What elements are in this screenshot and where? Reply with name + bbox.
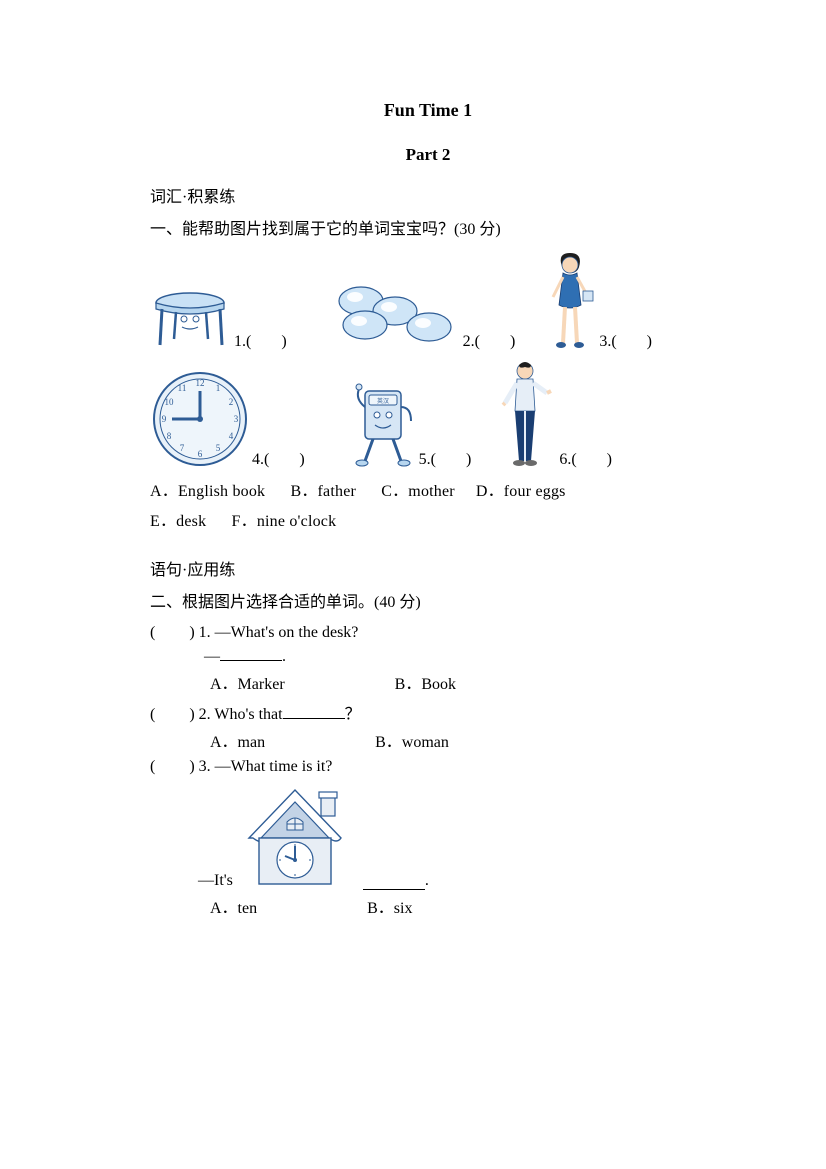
q2-blank[interactable] bbox=[283, 704, 345, 719]
q2-number: 2. bbox=[199, 706, 211, 723]
section1-options: A．English book B．father C．mother D．four … bbox=[150, 477, 706, 538]
q2-paren-open: ( bbox=[150, 706, 155, 723]
cuckoo-clock-house-icon bbox=[237, 780, 355, 890]
q2-stem-before: Who's that bbox=[214, 706, 282, 723]
q1-paren-close: ) bbox=[189, 624, 194, 641]
svg-text:3: 3 bbox=[234, 414, 239, 424]
svg-text:4: 4 bbox=[229, 431, 234, 441]
question-1: ( ) 1. —What's on the desk? —. A．Marker … bbox=[150, 624, 706, 694]
q1-choice-a: A．Marker bbox=[210, 670, 285, 694]
q2-paren-close: ) bbox=[189, 706, 194, 723]
q1-paren-open: ( bbox=[150, 624, 155, 641]
page-title: Fun Time 1 bbox=[150, 100, 706, 121]
q6-close: ) bbox=[607, 451, 612, 469]
q4-num: 4.( bbox=[252, 451, 269, 469]
q2-choice-b: B．woman bbox=[375, 728, 449, 752]
page-subtitle: Part 2 bbox=[150, 145, 706, 165]
q3-num: 3.( bbox=[599, 333, 616, 351]
section2-heading: 二、根据图片选择合适的单词。(40 分) bbox=[150, 588, 706, 612]
q1-tail: . bbox=[282, 648, 286, 665]
q3-its: —It's bbox=[198, 872, 233, 890]
svg-text:8: 8 bbox=[167, 431, 172, 441]
sentence-section-label: 语句·应用练 bbox=[150, 556, 706, 580]
question-3: ( ) 3. —What time is it? —It's bbox=[150, 758, 706, 918]
q3-choice-b: B．six bbox=[367, 894, 412, 918]
svg-text:2: 2 bbox=[229, 397, 234, 407]
q1-number: 1. bbox=[199, 624, 211, 641]
q1-stem: —What's on the desk? bbox=[215, 624, 359, 641]
opt-c: C．mother bbox=[381, 483, 455, 500]
vocab-section-label: 词汇·积累练 bbox=[150, 183, 706, 207]
q3-paren-open: ( bbox=[150, 758, 155, 775]
q1-blank[interactable] bbox=[220, 646, 282, 661]
svg-text:9: 9 bbox=[162, 414, 167, 424]
opt-d: D．four eggs bbox=[476, 483, 566, 500]
q4-close: ) bbox=[299, 451, 304, 469]
svg-text:7: 7 bbox=[180, 443, 185, 453]
svg-text:10: 10 bbox=[165, 397, 175, 407]
q3-stem: —What time is it? bbox=[215, 758, 333, 775]
svg-text:12: 12 bbox=[196, 378, 205, 388]
svg-text:11: 11 bbox=[178, 383, 187, 393]
q1-close: ) bbox=[281, 333, 286, 351]
svg-text:6: 6 bbox=[198, 449, 203, 459]
opt-b: B．father bbox=[290, 483, 356, 500]
image-row-1: 1.( ) 2.( ) bbox=[150, 251, 706, 351]
q5-close: ) bbox=[466, 451, 471, 469]
man-icon bbox=[497, 359, 557, 469]
q3-close: ) bbox=[647, 333, 652, 351]
eggs-icon bbox=[321, 281, 461, 351]
desk-icon bbox=[150, 279, 232, 351]
section1-heading: 一、能帮助图片找到属于它的单词宝宝吗？(30 分) bbox=[150, 215, 706, 239]
svg-text:1: 1 bbox=[216, 383, 221, 393]
q3-choice-a: A．ten bbox=[210, 894, 257, 918]
q3-paren-close: ) bbox=[189, 758, 194, 775]
clock-icon: 12 1 2 3 4 5 6 7 8 9 10 11 bbox=[150, 369, 250, 469]
question-2: ( ) 2. Who's that ？ A．man B．woman bbox=[150, 700, 706, 752]
image-row-2: 12 1 2 3 4 5 6 7 8 9 10 11 bbox=[150, 359, 706, 469]
q1-choice-b: B．Book bbox=[395, 670, 456, 694]
q6-num: 6.( bbox=[559, 451, 576, 469]
opt-e: E．desk bbox=[150, 513, 206, 530]
q1-num: 1.( bbox=[234, 333, 251, 351]
q2-stem-after: ？ bbox=[345, 706, 361, 723]
svg-text:英汉: 英汉 bbox=[377, 397, 389, 405]
q2-choice-a: A．man bbox=[210, 728, 265, 752]
q3-blank[interactable] bbox=[363, 875, 425, 890]
q3-number: 3. bbox=[199, 758, 211, 775]
svg-text:5: 5 bbox=[216, 443, 221, 453]
opt-a: A．English book bbox=[150, 483, 265, 500]
opt-f: F．nine o'clock bbox=[232, 513, 337, 530]
book-character-icon: 英汉 bbox=[347, 377, 417, 469]
q2-close: ) bbox=[510, 333, 515, 351]
q5-num: 5.( bbox=[419, 451, 436, 469]
q1-dash: — bbox=[204, 648, 220, 665]
woman-icon bbox=[543, 251, 597, 351]
q3-tail: . bbox=[425, 872, 429, 890]
q2-num: 2.( bbox=[463, 333, 480, 351]
